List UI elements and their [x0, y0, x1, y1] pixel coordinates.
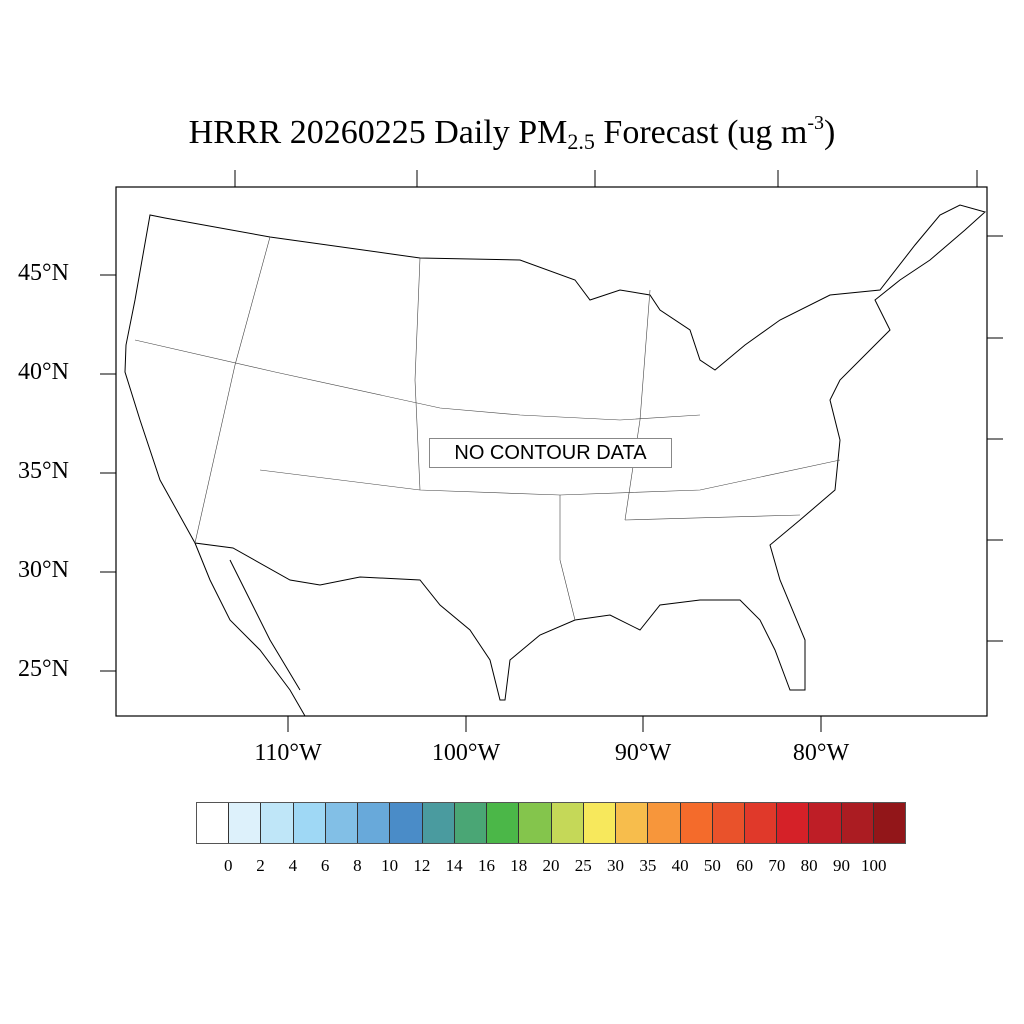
colorbar-label: 12: [413, 856, 431, 875]
colorbar-swatch: [551, 803, 584, 843]
colorbar-swatch: [777, 803, 810, 843]
colorbar-swatch: [293, 803, 326, 843]
colorbar-swatch: [873, 803, 906, 843]
colorbar: [196, 802, 906, 844]
colorbar-swatch: [519, 803, 552, 843]
title-subscript: 2.5: [567, 129, 595, 154]
colorbar-swatch: [358, 803, 391, 843]
colorbar-label: 14: [445, 856, 463, 875]
state-borders: [134, 236, 841, 621]
title-text: HRRR 20260225 Daily PM: [188, 114, 568, 151]
colorbar-swatch: [229, 803, 262, 843]
colorbar-label: 25: [574, 856, 592, 875]
colorbar-swatch: [197, 803, 230, 843]
colorbar-swatch: [712, 803, 745, 843]
colorbar-label: 50: [703, 856, 721, 875]
colorbar-label: 100: [860, 856, 887, 875]
colorbar-swatch: [454, 803, 488, 843]
lon-label-110w: 110°W: [254, 740, 322, 766]
colorbar-label: 16: [477, 856, 495, 875]
colorbar-swatch: [325, 803, 359, 843]
colorbar-label: 6: [320, 856, 330, 875]
colorbar-label: 35: [639, 856, 657, 875]
colorbar-label: 20: [542, 856, 560, 875]
title-text-2: Forecast (ug m: [594, 114, 808, 151]
lon-label-100w: 100°W: [431, 740, 501, 766]
mexico-coast: [194, 542, 306, 717]
colorbar-swatch: [680, 803, 713, 843]
conus-outline: [124, 204, 987, 701]
lat-label-30n: 30°N: [18, 557, 69, 583]
colorbar-label: 80: [800, 856, 818, 875]
colorbar-swatch: [841, 803, 874, 843]
colorbar-swatch: [583, 803, 617, 843]
title-superscript: -3: [807, 112, 825, 134]
lat-label-25n: 25°N: [18, 656, 69, 682]
lon-label-80w: 80°W: [792, 740, 850, 766]
colorbar-swatch: [616, 803, 649, 843]
title-close: ): [824, 114, 836, 151]
colorbar-label: 60: [736, 856, 754, 875]
map-frame: [115, 186, 988, 717]
colorbar-label: 8: [353, 856, 362, 875]
colorbar-swatch: [648, 803, 681, 843]
colorbar-label: 10: [381, 856, 399, 875]
map-title: HRRR 20260225 Daily PM2.5 Forecast (ug m…: [0, 112, 1024, 155]
colorbar-swatch: [487, 803, 520, 843]
lon-label-90w: 90°W: [614, 740, 672, 766]
colorbar-swatch: [422, 803, 455, 843]
lat-label-45n: 45°N: [18, 260, 69, 286]
colorbar-swatch: [261, 803, 294, 843]
colorbar-swatch: [390, 803, 423, 843]
colorbar-label: 40: [671, 856, 689, 875]
colorbar-label: 0: [224, 856, 233, 875]
lat-label-35n: 35°N: [18, 458, 69, 484]
colorbar-label: 90: [832, 856, 850, 875]
colorbar-swatch: [809, 803, 842, 843]
colorbar-label: 18: [510, 856, 528, 875]
colorbar-label: 70: [768, 856, 786, 875]
colorbar-label: 30: [607, 856, 625, 875]
colorbar-label: 2: [256, 856, 265, 875]
colorbar-label: 4: [288, 856, 298, 875]
no-contour-data-label: NO CONTOUR DATA: [429, 438, 672, 468]
map-ticks: [100, 170, 1003, 732]
lat-label-40n: 40°N: [18, 359, 69, 385]
colorbar-swatch: [744, 803, 778, 843]
